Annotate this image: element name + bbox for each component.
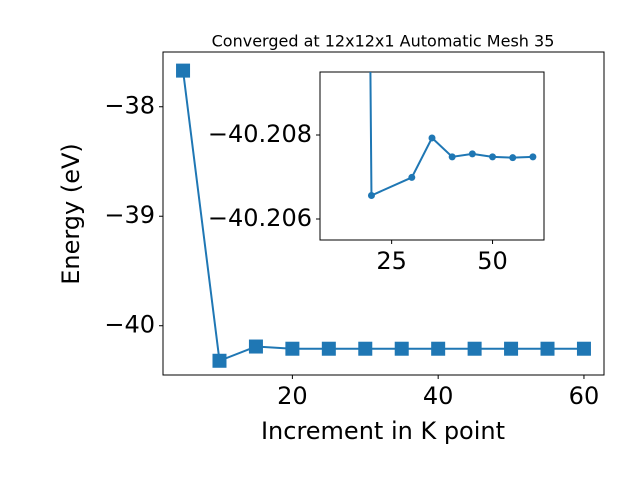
series-group [367,72,537,199]
marker [576,341,591,356]
marker [321,341,336,356]
y-tick-label: −40 [104,311,155,339]
marker [408,173,416,181]
marker [504,341,519,356]
x-tick-label: 40 [423,382,454,410]
x-axis-label: Increment in K point [261,417,505,445]
marker [358,341,373,356]
marker [468,150,476,158]
marker [176,63,191,78]
y-tick-label: −40.208 [208,120,312,148]
x-tick-label: 60 [569,382,600,410]
marker [529,153,537,161]
x-tick-label: 20 [277,382,308,410]
y-tick-label: −38 [104,92,155,120]
marker [212,353,227,368]
y-axis-label: Energy (eV) [57,143,85,285]
marker [540,341,555,356]
marker [285,341,300,356]
marker [431,341,446,356]
series-group [176,63,591,368]
chart-title: Converged at 12x12x1 Automatic Mesh 35 [212,32,555,51]
y-tick-label: −40.206 [208,204,312,232]
plot-area [319,71,545,241]
marker [394,341,409,356]
marker [489,153,497,161]
marker [367,191,375,199]
y-tick-label: −39 [104,201,155,229]
marker [248,339,263,354]
marker [428,134,436,142]
x-tick-label: 25 [376,247,407,275]
marker [448,153,456,161]
marker [509,154,517,162]
x-tick-label: 50 [477,247,508,275]
marker [467,341,482,356]
